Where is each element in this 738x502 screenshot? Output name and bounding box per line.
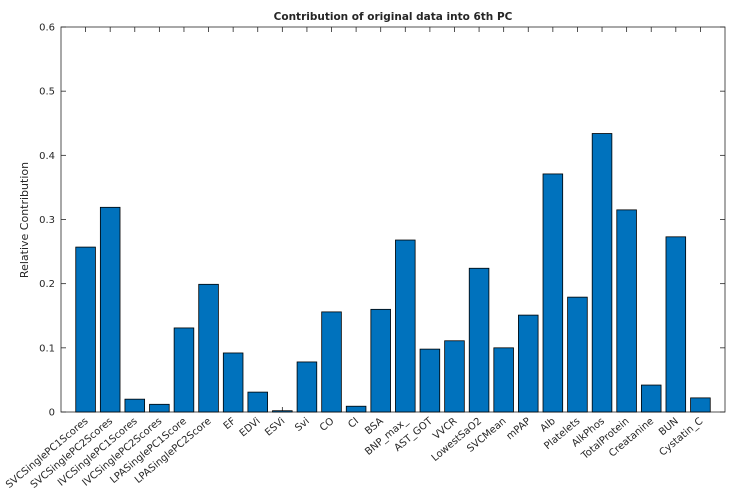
bar <box>665 236 687 413</box>
bar <box>567 296 588 413</box>
bar <box>198 283 219 413</box>
bar <box>99 206 121 413</box>
y-tick-label: 0.5 <box>39 87 55 98</box>
bar <box>296 361 318 413</box>
y-tick-label: 0.2 <box>39 279 55 290</box>
bar <box>542 173 564 413</box>
bar <box>591 133 613 413</box>
x-tick-label: Svi <box>293 416 312 434</box>
bar <box>370 308 391 413</box>
y-tick-label: 0.4 <box>39 151 55 162</box>
bar <box>640 384 662 413</box>
bar <box>345 405 367 413</box>
bar <box>493 347 514 413</box>
bar <box>468 267 490 413</box>
bar <box>616 209 637 413</box>
bar <box>321 311 342 413</box>
bar <box>419 348 441 413</box>
x-tick-label: CI <box>346 416 361 431</box>
bar <box>173 327 195 413</box>
bar <box>690 397 711 413</box>
chart-title: Contribution of original data into 6th P… <box>274 11 513 23</box>
bar <box>124 398 146 413</box>
bar <box>395 239 416 413</box>
y-tick-label: 0.6 <box>39 23 55 34</box>
bar <box>149 403 170 413</box>
x-tick-label: mPAP <box>505 416 534 442</box>
bar <box>272 410 293 413</box>
x-tick-label: EDVi <box>238 416 263 439</box>
x-tick-label: EF <box>222 416 239 432</box>
bar <box>444 340 465 413</box>
y-tick-label: 0.1 <box>39 343 55 354</box>
y-axis-label: Relative Contribution <box>18 162 31 278</box>
y-tick-label: 0.3 <box>39 215 55 226</box>
x-tick-label: CO <box>318 416 337 434</box>
bar <box>247 391 268 413</box>
x-tick-label: ESVi <box>263 416 287 439</box>
bar <box>222 352 244 413</box>
y-tick-label: 0 <box>49 408 55 419</box>
bar <box>75 246 96 413</box>
bar <box>518 314 539 413</box>
